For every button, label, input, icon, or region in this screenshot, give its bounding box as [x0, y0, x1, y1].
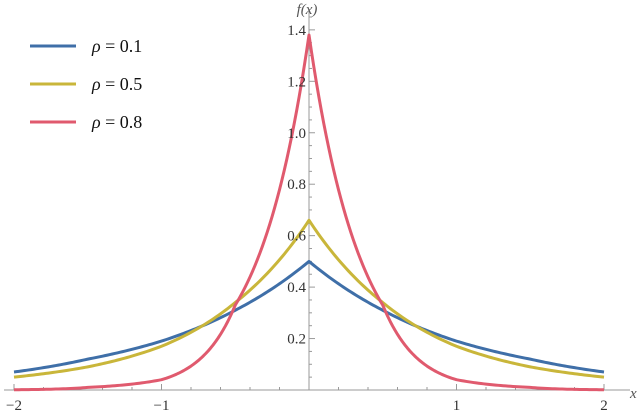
series-line-3: [13, 33, 605, 392]
y-tick-label: 1.4: [287, 23, 306, 39]
y-tick-label: 0.6: [287, 229, 306, 245]
x-tick-label: −2: [6, 398, 22, 413]
legend-value: = 0.5: [101, 74, 143, 94]
y-tick-label: 1.2: [287, 74, 306, 90]
legend-rho-symbol: ρ: [91, 36, 101, 56]
series-lines: [13, 33, 605, 392]
axes: [4, 10, 630, 391]
legend: ρ = 0.1ρ = 0.5ρ = 0.8: [30, 36, 142, 132]
legend-value: = 0.1: [101, 36, 143, 56]
legend-label-2: ρ = 0.5: [91, 74, 142, 94]
series-line-2: [13, 218, 605, 379]
tick-labels: −2 −1 1 2 0.2 0.4 0.6 0.8 1.0 1.2 1.4: [6, 23, 608, 413]
x-axis-label: x: [629, 386, 637, 402]
x-tick-label: 1: [453, 398, 461, 413]
y-tick-label: 0.8: [287, 177, 306, 193]
y-tick-label: 0.2: [287, 332, 306, 348]
legend-rho-symbol: ρ: [91, 112, 101, 132]
legend-label-1: ρ = 0.1: [91, 36, 142, 56]
legend-value: = 0.8: [101, 112, 143, 132]
series-line-1: [13, 259, 605, 374]
y-tick-label: 0.4: [287, 280, 306, 296]
legend-label-3: ρ = 0.8: [91, 112, 142, 132]
y-axis-label: f(x): [297, 2, 318, 18]
x-tick-label: −1: [154, 398, 170, 413]
legend-rho-symbol: ρ: [91, 74, 101, 94]
y-tick-label: 1.0: [287, 126, 306, 142]
x-tick-label: 2: [600, 398, 608, 413]
